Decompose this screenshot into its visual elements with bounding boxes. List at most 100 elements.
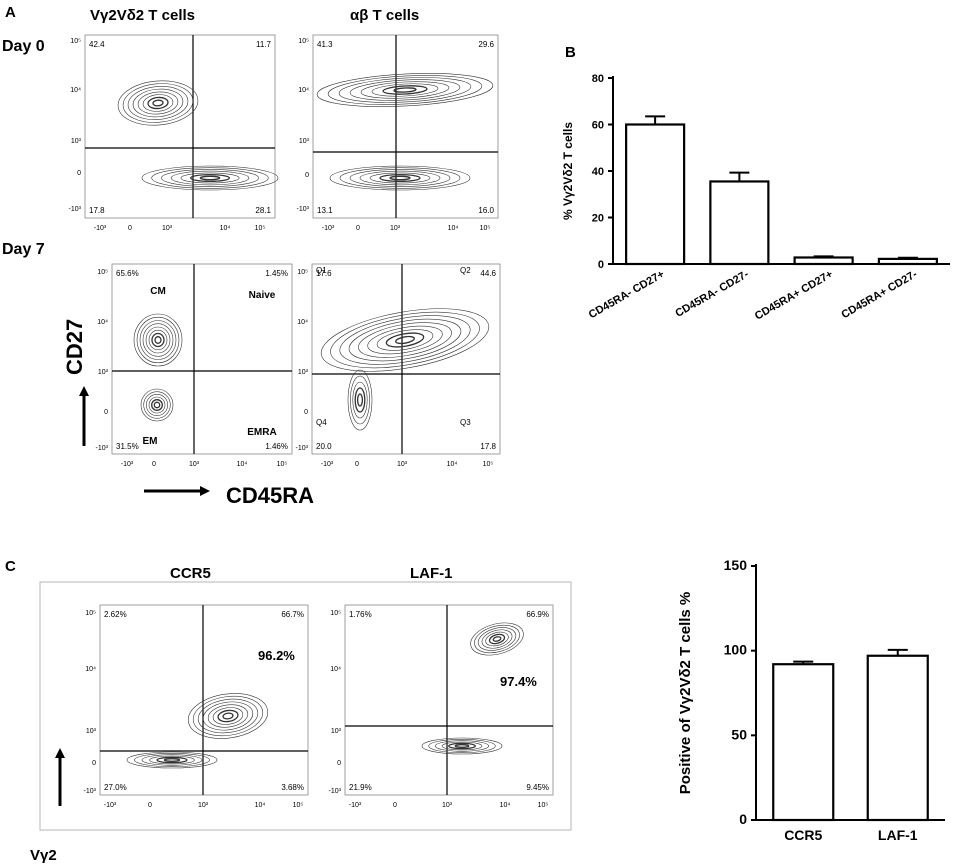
laf1-neg-population-contour [454,744,470,748]
y-tick-label: 10⁴ [70,87,81,94]
cm-population-contour [133,313,183,367]
flow-plot-a-d7-vg: -10³ 0 10³ 10⁴ 10⁵ 10⁵ 10⁴ 10³ 0 -10³ 65.6% 1.45% 31… [96,263,293,468]
x-tick-label: 0 [356,225,360,232]
category-label: CD45RA- CD27+ [587,268,667,321]
cd27-pos-population-contour [142,94,174,112]
mixed-population-contour [358,322,452,358]
laf1-neg-population-contour [448,742,476,750]
cd27-pos-population-contour [382,85,428,95]
big-percentage: 97.4% [500,674,537,689]
panel-c-flow-plots: -10³ 0 10³ 10⁴ 10⁵ 10⁵ 10⁴ 10³ 0 -10³ 2.62% 66.7% 27… [84,604,554,809]
y-tick-label: 10³ [98,369,109,376]
ccr5-neg-population-contour [134,752,210,767]
cd27-neg-population-contour [329,165,471,191]
laf1-pos-population-contour [488,633,506,645]
x-tick-label: 10⁴ [447,461,458,468]
quadrant-ul-value: 2.62% [104,610,127,619]
x-tick-label: 10⁴ [220,225,231,232]
cd45ra-neg-population-contour [347,369,373,431]
y-tick-label: 60 [592,120,604,132]
y-axis-label: Positive of Vγ2Vδ2 T cells % [677,592,694,795]
panel-b-letter: B [565,44,576,61]
laf1-pos-population-contour [485,631,509,647]
y-tick-label: -10³ [69,206,82,213]
quadrant-lr-value: 3.68% [281,783,304,792]
cd27-pos-population-contour [393,87,417,93]
laf1-neg-population-contour [421,737,503,755]
y-tick-label: 10³ [331,728,342,735]
quadrant-name-lr: Q3 [460,418,471,427]
cd27-neg-population-contour [389,175,411,181]
cd27-neg-population-contour [151,167,269,189]
y-tick-label: 10³ [86,728,97,735]
gate-label-ll: EM [143,436,158,447]
laf1-neg-population-contour [434,740,489,752]
cd27-pos-population-contour [132,88,184,118]
cd27-neg-population-contour [349,169,451,187]
y-tick-label: 0 [337,760,341,767]
cd27-neg-population-contour [339,167,461,189]
cd45ra-axis-label: CD45RA [226,483,314,508]
x-tick-label: 0 [355,461,359,468]
mixed-population-contour [376,329,434,351]
ccr5-pos-population-contour [197,698,259,734]
category-label: CD45RA- CD27- [673,268,751,320]
x-tick-label: 0 [148,802,152,809]
x-tick-label: 10⁵ [538,802,549,809]
panel-a-letter: A [5,4,16,21]
quadrant-ll-value: 13.1 [317,206,333,215]
quadrant-ll-value: 31.5% [116,442,139,451]
laf1-pos-population-contour [474,624,520,654]
cd27-pos-population-contour [349,79,461,101]
x-tick-label: 10⁵ [483,461,494,468]
cd27-neg-population-contour [189,173,231,183]
bar [877,257,938,266]
flow-plot-a-d0-vg: -10³ 0 10³ 10⁴ 10⁵ 10⁵ 10⁴ 10³ 0 -10³ 42.4 11.7 17.8… [69,34,279,232]
em-population-contour [151,399,163,411]
ccr5-pos-population-contour [217,709,239,723]
quadrant-name-ul: Q1 [316,266,327,275]
mixed-population-contour [339,315,471,365]
x-tick-label: 10³ [397,461,408,468]
y-tick-label: 10⁵ [297,269,308,276]
ccr5-pos-population-contour [222,712,234,720]
quadrant-ul-value: 65.6% [116,269,139,278]
quadrant-lr-value: 28.1 [255,206,271,215]
flow-plot-frame [312,34,499,219]
y-tick-label: 10⁵ [97,269,108,276]
quadrant-ur-value: 1.45% [265,269,288,278]
y-tick-label: 40 [592,166,604,178]
y-tick-label: 0 [305,172,309,179]
y-tick-label: -10³ [329,788,342,795]
cd27-neg-population-contour [199,175,221,181]
em-population-contour [143,391,171,419]
y-tick-label: 100 [724,642,748,658]
y-tick-label: -10³ [296,445,309,452]
flow-plot-frame [99,604,309,796]
x-tick-label: 10³ [162,225,173,232]
y-tick-label: 0 [104,409,108,416]
ccr5-pos-population-contour [187,693,269,739]
em-population-contour [140,388,174,422]
cd27-pos-population-contour [137,91,179,115]
panel-a-day0-label: Day 0 [2,38,45,55]
x-tick-label: 10⁴ [500,802,511,809]
quadrant-ur-value: 66.7% [281,610,304,619]
x-tick-label: -10³ [322,225,335,232]
flow-plot-c-laf1: -10³ 0 10³ 10⁴ 10⁵ 10⁵ 10⁴ 10³ 0 -10³ 1.76% 66.9% 21… [329,604,554,809]
x-tick-label: -10³ [94,225,107,232]
cd27-pos-population-contour [127,86,189,120]
ccr5-neg-population-contour [163,758,181,762]
cd27-pos-population-contour [360,81,450,99]
cd27-neg-population-contour [180,172,240,184]
cd27-axis-label: CD27 [62,319,87,375]
x-tick-label: 0 [152,461,156,468]
mixed-population-contour [320,308,490,372]
y-tick-label: 10³ [299,138,310,145]
vg2-axis-label: Vγ2 [30,847,57,864]
cm-population-contour [139,320,177,360]
y-tick-label: 10³ [298,369,309,376]
laf1-neg-population-contour [428,738,496,753]
